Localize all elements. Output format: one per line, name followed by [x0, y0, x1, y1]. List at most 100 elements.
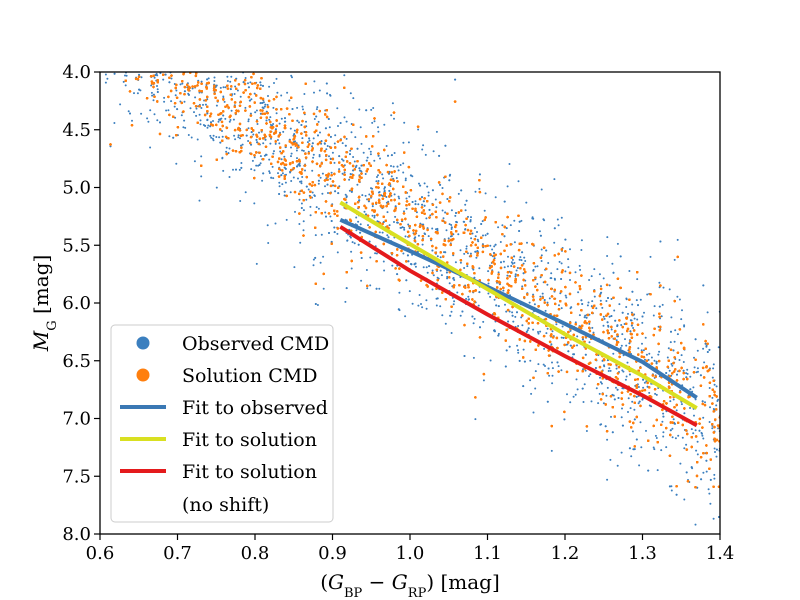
- observed-point: [434, 198, 437, 201]
- observed-point: [448, 282, 451, 285]
- observed-point: [431, 249, 434, 252]
- observed-point: [263, 105, 266, 108]
- observed-point: [518, 258, 521, 261]
- observed-point: [608, 367, 611, 370]
- observed-point: [259, 102, 262, 105]
- observed-point: [220, 117, 223, 120]
- observed-point: [640, 446, 643, 449]
- observed-point: [450, 332, 453, 334]
- observed-point: [371, 187, 374, 190]
- observed-point: [531, 217, 534, 220]
- observed-point: [606, 438, 609, 441]
- observed-point: [258, 164, 261, 166]
- observed-point: [637, 386, 640, 388]
- observed-point: [624, 378, 627, 381]
- observed-point: [404, 177, 407, 180]
- observed-point: [428, 265, 431, 268]
- observed-point: [717, 427, 720, 430]
- observed-point: [345, 120, 348, 123]
- observed-point: [349, 173, 352, 175]
- observed-point: [643, 381, 646, 384]
- observed-point: [414, 200, 417, 203]
- observed-point: [628, 342, 631, 345]
- observed-point: [318, 155, 321, 158]
- observed-point: [373, 214, 376, 217]
- observed-point: [715, 448, 718, 451]
- observed-point: [264, 103, 267, 106]
- observed-point: [396, 221, 399, 224]
- observed-point: [545, 332, 548, 335]
- observed-point: [325, 215, 327, 218]
- observed-point: [349, 153, 351, 156]
- observed-point: [113, 122, 116, 124]
- observed-point: [507, 265, 509, 268]
- observed-point: [365, 269, 368, 271]
- observed-point: [228, 120, 231, 123]
- observed-point: [381, 231, 384, 234]
- observed-point: [600, 423, 603, 426]
- observed-point: [447, 237, 450, 240]
- observed-point: [292, 176, 295, 179]
- observed-point: [159, 121, 161, 124]
- observed-point: [219, 86, 222, 89]
- observed-point: [594, 367, 597, 369]
- observed-point: [307, 188, 310, 191]
- observed-point: [332, 184, 334, 187]
- observed-point: [489, 359, 492, 362]
- observed-point: [366, 287, 369, 290]
- observed-point: [360, 170, 363, 173]
- observed-point: [299, 241, 302, 244]
- observed-point: [551, 382, 554, 385]
- observed-point: [394, 205, 397, 208]
- observed-point: [359, 231, 362, 234]
- observed-point: [668, 485, 671, 488]
- observed-point: [709, 502, 712, 505]
- observed-point: [560, 278, 563, 280]
- observed-point: [671, 427, 674, 430]
- observed-point: [478, 173, 481, 176]
- observed-point: [407, 260, 410, 263]
- observed-point: [616, 464, 619, 467]
- observed-point: [497, 332, 500, 335]
- observed-point: [584, 369, 587, 372]
- observed-point: [239, 137, 241, 140]
- observed-point: [329, 177, 332, 180]
- observed-point: [593, 268, 596, 271]
- observed-point: [229, 119, 232, 121]
- observed-point: [696, 367, 699, 370]
- observed-point: [715, 455, 718, 458]
- observed-point: [459, 261, 462, 264]
- observed-point: [454, 214, 457, 217]
- observed-point: [683, 412, 686, 415]
- observed-point: [228, 176, 231, 178]
- observed-point: [454, 261, 457, 264]
- observed-point: [615, 339, 618, 342]
- observed-point: [522, 385, 525, 388]
- observed-point: [122, 80, 125, 83]
- observed-point: [591, 300, 594, 303]
- observed-point: [371, 214, 374, 217]
- observed-point: [525, 201, 528, 204]
- observed-point: [420, 303, 422, 305]
- observed-point: [448, 223, 451, 226]
- observed-point: [716, 400, 719, 402]
- observed-point: [585, 316, 588, 319]
- observed-point: [532, 411, 535, 414]
- observed-point: [662, 435, 665, 438]
- observed-point: [602, 324, 605, 327]
- observed-point: [590, 275, 593, 278]
- observed-point: [244, 77, 247, 79]
- observed-point: [314, 256, 317, 259]
- observed-point: [588, 341, 591, 344]
- observed-point: [350, 267, 353, 270]
- observed-point: [366, 198, 369, 201]
- observed-point: [314, 234, 317, 237]
- observed-point: [333, 142, 336, 145]
- observed-point: [487, 292, 490, 295]
- observed-point: [431, 189, 434, 192]
- observed-point: [210, 136, 213, 139]
- observed-point: [690, 466, 693, 469]
- observed-point: [316, 304, 319, 306]
- observed-point: [187, 93, 190, 96]
- observed-point: [671, 364, 674, 367]
